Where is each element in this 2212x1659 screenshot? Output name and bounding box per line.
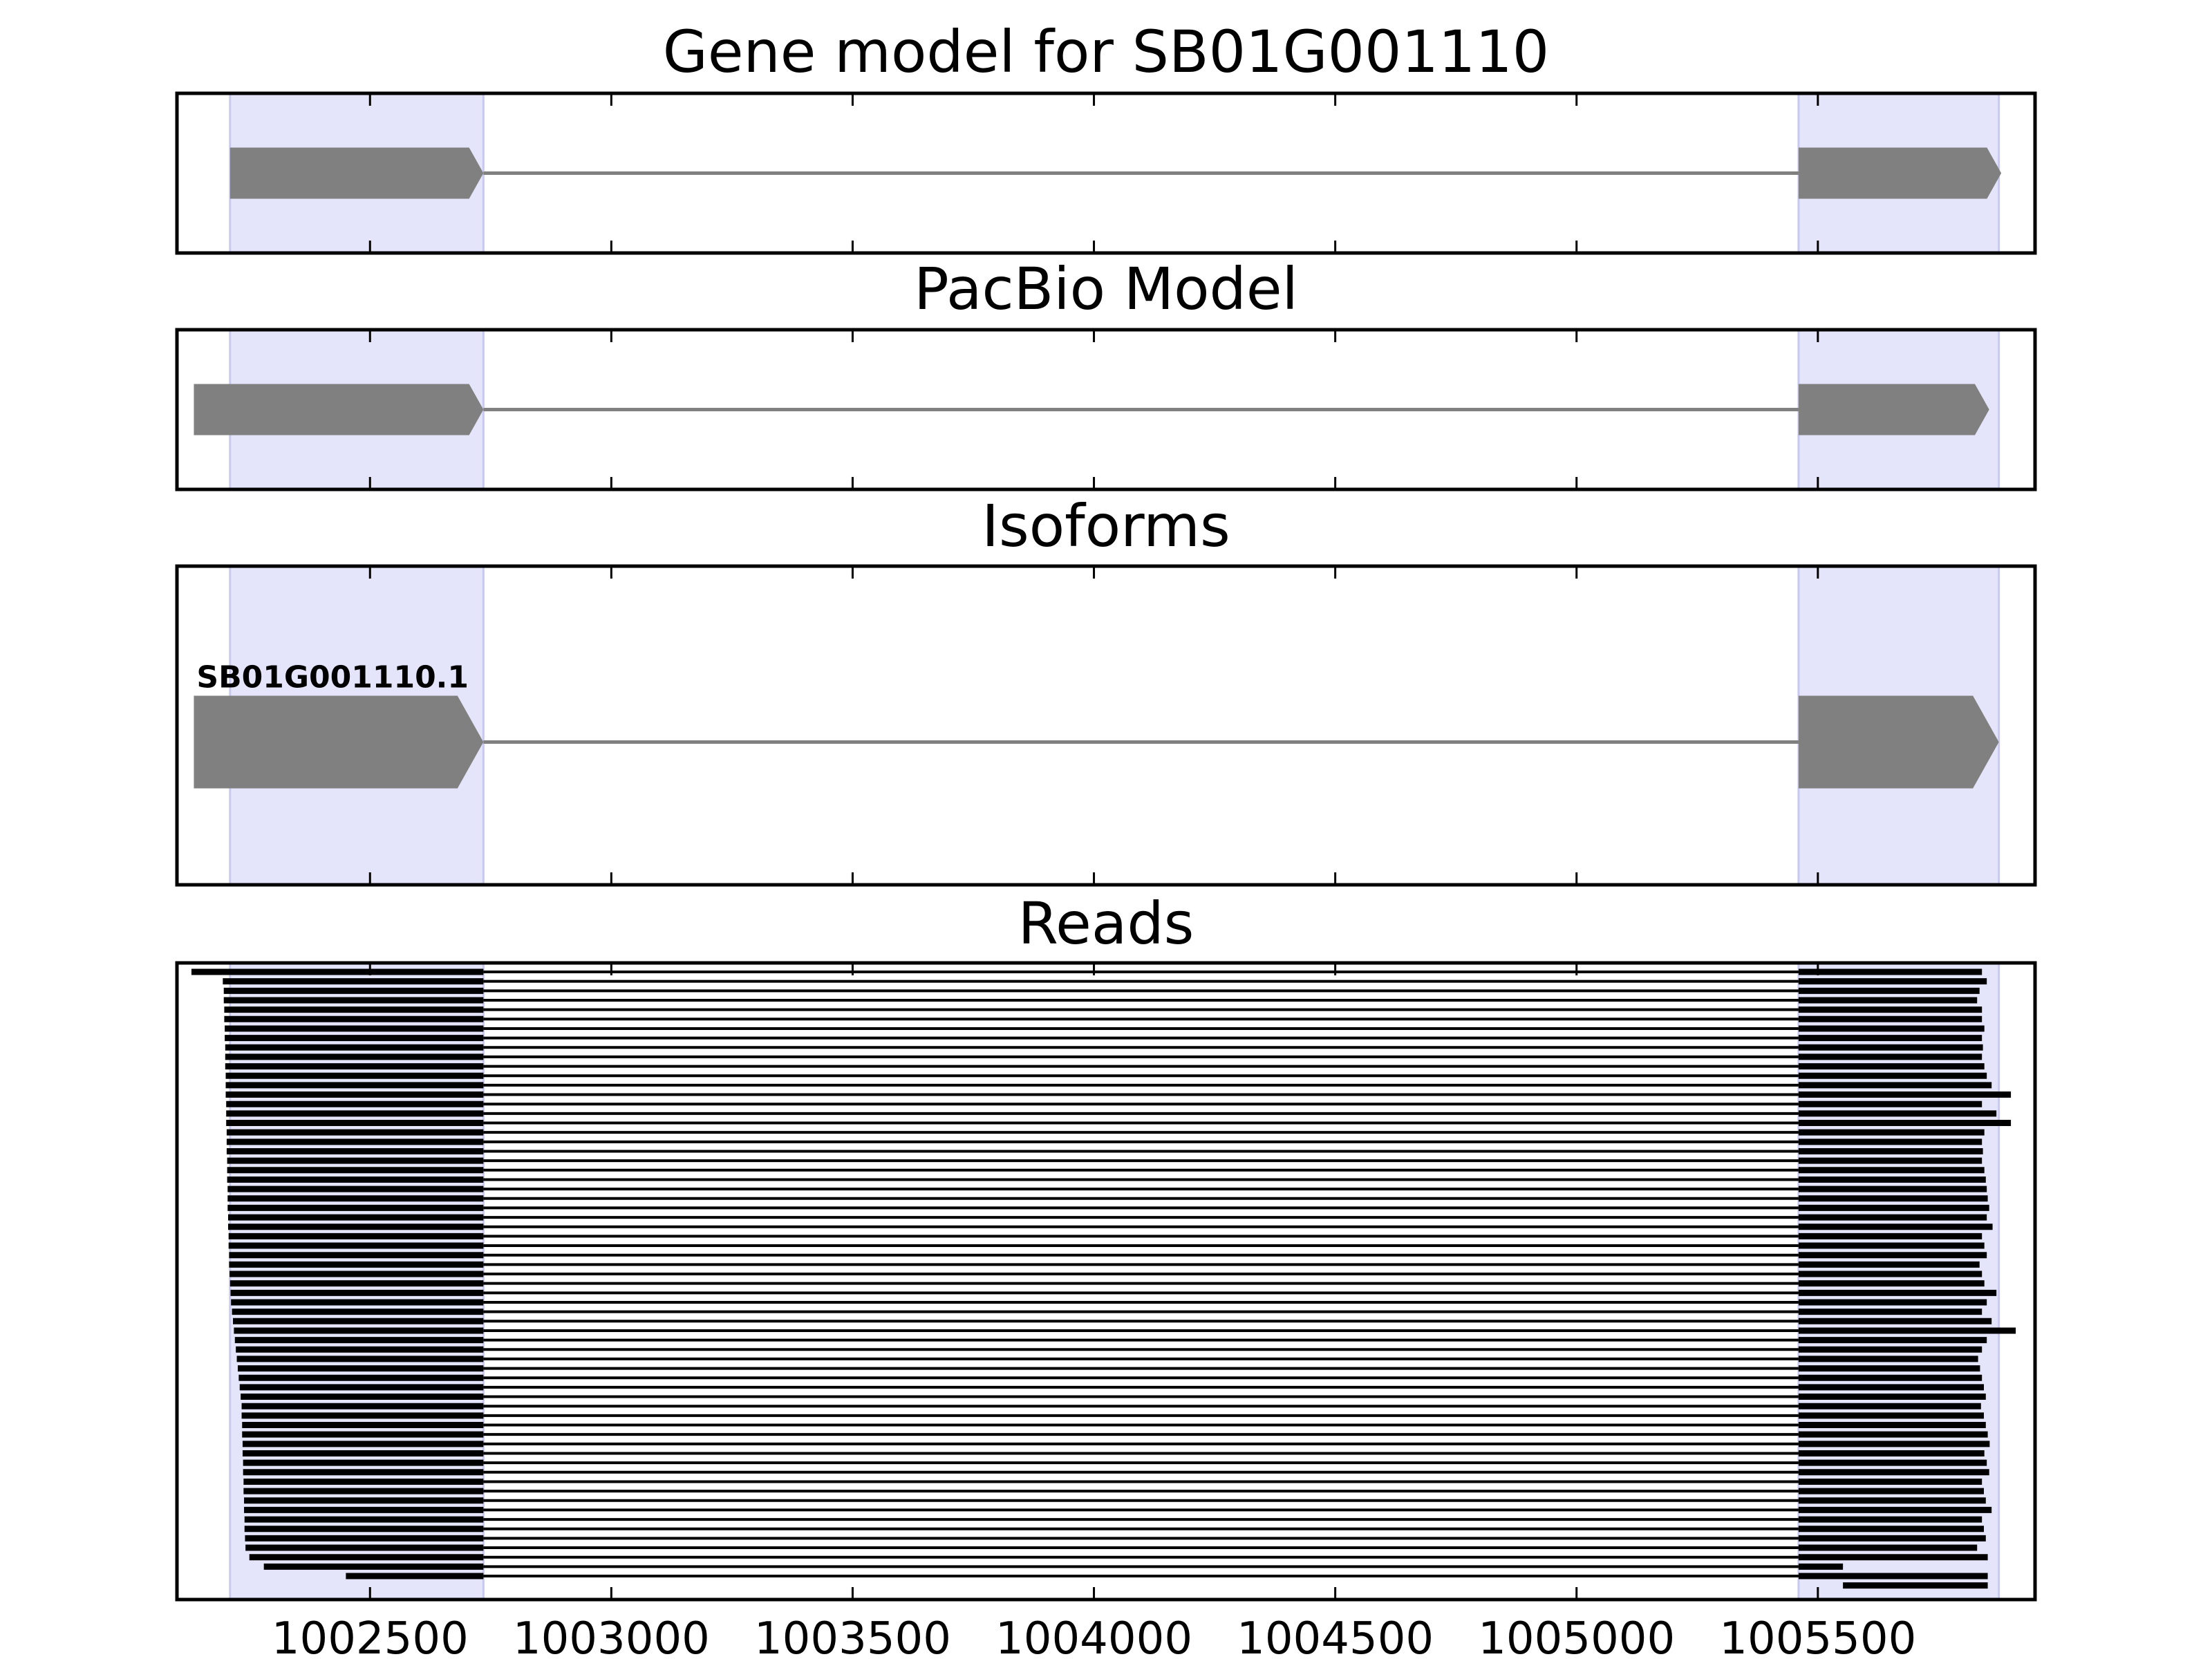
x-tick-label-1003500: 1003500	[754, 1613, 951, 1659]
exon-1	[229, 147, 484, 199]
exon-2	[1798, 695, 1999, 789]
gene-model-panel-title: Gene model for SB01G001110	[663, 18, 1549, 86]
panel-frame	[175, 961, 2037, 1602]
gene-model-panel	[175, 91, 2037, 255]
x-tick-label-1004000: 1004000	[995, 1613, 1192, 1659]
pacbio-model-panel-title: PacBio Model	[914, 255, 1298, 323]
panel-frame	[175, 91, 2037, 255]
isoform-label: SB01G001110.1	[196, 660, 469, 695]
reads-panel	[175, 961, 2037, 1602]
x-tick-label-1005500: 1005500	[1719, 1613, 1916, 1659]
exon-2	[1798, 384, 1989, 435]
x-tick-label-1003000: 1003000	[513, 1613, 710, 1659]
isoforms-panel: SB01G001110.1	[175, 564, 2037, 887]
exon-1	[194, 695, 484, 789]
x-tick-label-1004500: 1004500	[1237, 1613, 1434, 1659]
x-tick-label-1005000: 1005000	[1478, 1613, 1675, 1659]
panel-frame	[175, 328, 2037, 491]
exon-1	[194, 384, 484, 435]
exon-2	[1798, 147, 2002, 199]
reads-panel-title: Reads	[1018, 890, 1194, 957]
x-axis-tick-labels: 1002500 1003000 1003500 1004000 1004500 10050…	[272, 1613, 1917, 1659]
x-tick-label-1002500: 1002500	[272, 1613, 469, 1659]
isoforms-panel-title: Isoforms	[982, 492, 1230, 560]
panel-frame	[175, 564, 2037, 887]
pacbio-model-panel	[175, 328, 2037, 491]
